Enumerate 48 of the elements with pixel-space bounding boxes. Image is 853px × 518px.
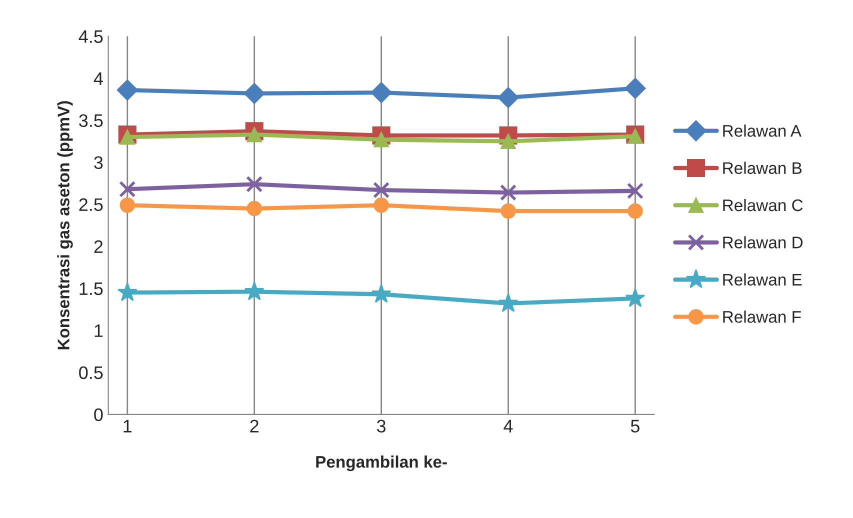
y-tick-label: 2.5 [79,198,103,212]
point [374,132,389,148]
point [371,284,392,303]
point [246,200,262,216]
point [117,282,138,302]
point [244,281,264,300]
point [500,203,516,219]
y-tick-label: 4.5 [78,30,103,43]
point [628,128,643,144]
x-tick-label: 2 [250,420,258,432]
y-tick-label: 2 [94,240,103,253]
legend-label: Relawan A [723,124,802,137]
point [116,80,138,101]
point [625,288,646,307]
y-tick-label: 1 [94,324,103,337]
point [500,134,516,149]
x-tick-label: 5 [630,420,640,433]
legend-label: Relawan D [723,236,803,248]
point [246,176,263,192]
point [498,87,519,108]
legend-label: Relawan E [723,273,802,286]
point [119,180,136,198]
point [372,182,390,198]
x-tick-label: 1 [124,420,132,432]
point [374,198,389,213]
point [626,182,644,200]
y-tick-label: 0.5 [79,366,103,380]
x-tick-label: 3 [376,420,386,433]
point [120,198,136,213]
point [120,129,136,145]
y-tick-label: 3 [94,156,103,170]
y-axis-title: Konsentrasi gas aseton (ppmV) [57,101,73,350]
point [370,82,392,104]
y-tick-label: 3.5 [79,114,103,128]
point [624,78,646,99]
point [498,293,518,312]
y-tick-label: 0 [94,408,103,422]
x-axis-title: Pengambilan ke- [316,456,447,472]
point [500,184,517,201]
legend-label: Relawan C [723,198,803,212]
legend-label: Relawan B [723,162,802,174]
y-tick-label: 1.5 [80,282,103,296]
legend-label: Relawan F [723,310,801,323]
point [628,203,643,219]
point [246,126,262,142]
x-tick-label: 4 [504,420,513,432]
point [244,82,265,104]
y-tick-label: 4 [94,72,103,85]
